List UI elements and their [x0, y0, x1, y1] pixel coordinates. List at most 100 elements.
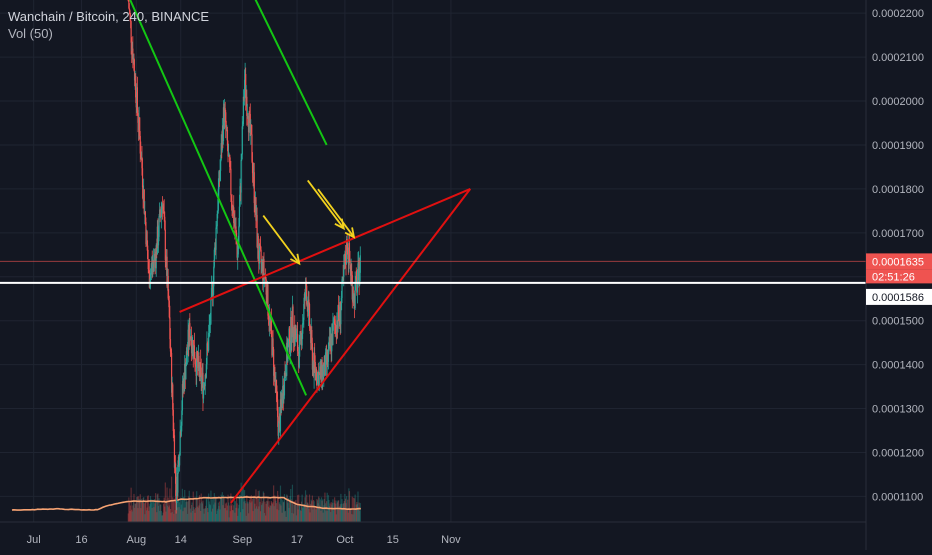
volume-bar [307, 504, 309, 522]
candle-up [217, 210, 219, 214]
candle-down [305, 282, 307, 286]
volume-bar [336, 500, 338, 522]
volume-bar [206, 507, 209, 522]
volume-bar [196, 506, 198, 522]
volume-bar [355, 509, 357, 522]
candle-down [270, 318, 272, 332]
volume-bar [269, 507, 271, 522]
volume-bar [263, 513, 266, 522]
candle-down [292, 306, 294, 334]
candle-up [178, 454, 181, 466]
volume-bar [334, 500, 336, 522]
y-tick-label: 0.0001800 [872, 184, 924, 196]
symbol-title[interactable]: Wanchain / Bitcoin, 240, BINANCE [8, 9, 210, 24]
volume-bar [273, 485, 275, 522]
volume-bar [300, 501, 303, 522]
green-downtrend-1 [129, 0, 308, 396]
candle-down [194, 364, 197, 367]
volume-indicator-label[interactable]: Vol (50) [8, 26, 53, 41]
candle-down [236, 243, 238, 258]
x-tick-label: Nov [441, 534, 461, 546]
volume-bar [294, 504, 296, 522]
volume-bar [300, 510, 302, 522]
volume-bar [323, 498, 325, 522]
volume-bar [304, 497, 306, 522]
candle-down [129, 15, 132, 22]
candle-down [296, 334, 299, 352]
candle-down [140, 153, 142, 160]
y-tick-label: 0.0001700 [872, 228, 924, 240]
candle-down [129, 10, 131, 16]
volume-bar [159, 511, 161, 522]
candle-down [351, 271, 353, 276]
candle-down [194, 359, 196, 365]
volume-bar [270, 505, 272, 522]
volume-bar [243, 490, 246, 522]
volume-bar [178, 502, 181, 522]
horizontal-line-layer [0, 260, 866, 284]
candle-down [306, 285, 308, 305]
volume-bar [209, 505, 211, 522]
volume-bar [311, 501, 313, 522]
x-tick-label: Jul [27, 534, 41, 546]
volume-bar [258, 490, 260, 522]
volume-bar [287, 498, 290, 522]
volume-bar [342, 503, 344, 522]
candle-up [283, 372, 286, 396]
candle-down [169, 339, 172, 352]
volume-bar [149, 504, 151, 522]
volume-bar [192, 510, 194, 522]
volume-bar [292, 513, 295, 522]
volume-bar [282, 500, 284, 522]
volume-bar [210, 511, 213, 522]
candle-down [141, 168, 144, 188]
volume-bar [279, 485, 282, 522]
candle-down [133, 70, 136, 81]
volume-bar [250, 502, 252, 522]
volume-bar [197, 499, 199, 522]
volume-bar [152, 501, 154, 522]
volume-bar [339, 504, 341, 522]
candle-up [177, 465, 179, 493]
volume-bar [227, 494, 229, 522]
volume-bar [338, 500, 340, 522]
candle-down [267, 315, 270, 320]
volume-bar [262, 491, 264, 522]
volume-bar [296, 505, 298, 522]
candle-down [137, 110, 139, 123]
candle-down [259, 244, 261, 246]
arrow-2-shaft [307, 179, 345, 229]
volume-bar [321, 500, 323, 522]
candle-up [316, 372, 319, 384]
candle-down [167, 276, 169, 299]
candle-up [248, 111, 250, 133]
candle-down [200, 362, 202, 368]
volume-bar [265, 503, 267, 522]
volume-bar [255, 489, 257, 522]
candle-down [251, 161, 254, 174]
volume-bar [289, 496, 291, 522]
volume-bar [129, 511, 131, 522]
candle-down [269, 314, 271, 322]
chart-legend: Wanchain / Bitcoin, 240, BINANCE Vol (50… [8, 8, 209, 42]
volume-bar [339, 506, 341, 522]
candle-up [203, 385, 205, 388]
volume-bar [239, 512, 242, 522]
volume-bar [222, 505, 224, 522]
volume-bar [188, 496, 190, 522]
volume-bar [176, 507, 178, 522]
volume-bar [137, 496, 140, 522]
candle-down [275, 379, 278, 393]
volume-bar [190, 512, 192, 522]
volume-bar [154, 503, 156, 522]
volume-bar [249, 500, 251, 522]
candle-down [358, 259, 360, 285]
volume-bar [332, 510, 335, 522]
volume-bar [299, 505, 301, 522]
volume-bar [140, 508, 142, 522]
trendline-layer [129, 0, 472, 504]
candle-down [334, 324, 336, 326]
volume-bar [207, 512, 209, 522]
candle-up [359, 272, 361, 285]
